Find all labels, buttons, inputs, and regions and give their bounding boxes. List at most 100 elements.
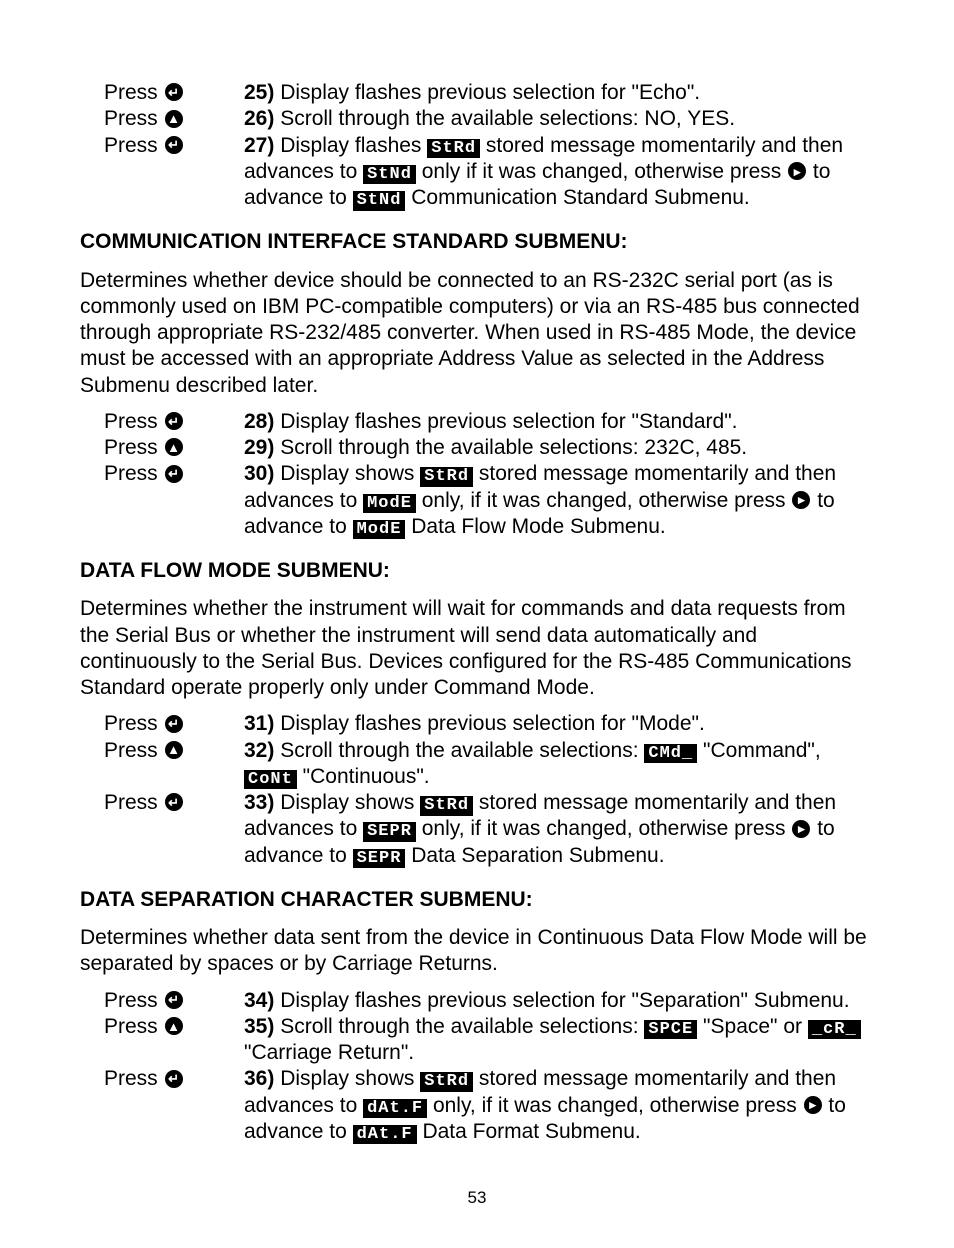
step-number: 31)	[244, 712, 274, 735]
step-text: Communication Standard Submenu.	[405, 186, 749, 209]
press-label: Press	[104, 1015, 158, 1038]
lcd-strd: StRd	[427, 139, 480, 159]
press-label: Press	[104, 436, 158, 459]
content-region: Press ↵ 25) Display flashes previous sel…	[80, 80, 874, 1145]
lcd-datf: dAt.F	[353, 1125, 417, 1145]
step-text: "Continuous".	[297, 765, 430, 788]
press-label: Press	[104, 1067, 158, 1090]
up-icon: ▲	[165, 110, 183, 128]
enter-icon: ↵	[165, 793, 183, 811]
lcd-sepr: SEPR	[353, 849, 406, 869]
press-label: Press	[104, 134, 158, 157]
right-icon: ▸	[792, 820, 810, 838]
enter-icon: ↵	[165, 991, 183, 1009]
step-text: only, if it was changed, otherwise press	[416, 817, 791, 840]
paragraph-comm: Determines whether device should be conn…	[80, 268, 874, 399]
step-number: 33)	[244, 791, 274, 814]
step-28: Press ↵ 28) Display flashes previous sel…	[104, 409, 874, 435]
step-29: Press ▲ 29) Scroll through the available…	[104, 435, 874, 461]
step-text: Scroll through the available selections:…	[274, 436, 747, 459]
enter-icon: ↵	[165, 412, 183, 430]
press-label: Press	[104, 712, 158, 735]
up-icon: ▲	[165, 1017, 183, 1035]
step-number: 28)	[244, 410, 274, 433]
step-text: Display flashes previous selection for "…	[274, 81, 700, 104]
step-number: 36)	[244, 1067, 274, 1090]
step-text: Display flashes previous selection for "…	[274, 410, 737, 433]
heading-sep: DATA SEPARATION CHARACTER SUBMENU:	[80, 887, 874, 913]
lcd-mode: ModE	[363, 494, 416, 514]
lcd-strd: StRd	[420, 467, 473, 487]
step-text: Scroll through the available selections:	[274, 739, 644, 762]
enter-icon: ↵	[165, 136, 183, 154]
step-text: Scroll through the available selections:	[274, 1015, 644, 1038]
step-number: 27)	[244, 134, 274, 157]
lcd-stnd: StNd	[353, 191, 406, 211]
press-label: Press	[104, 989, 158, 1012]
steps-block-2: Press ↵ 28) Display flashes previous sel…	[104, 409, 874, 540]
step-number: 32)	[244, 739, 274, 762]
press-label: Press	[104, 739, 158, 762]
step-34: Press ↵ 34) Display flashes previous sel…	[104, 988, 874, 1014]
heading-comm: COMMUNICATION INTERFACE STANDARD SUBMENU…	[80, 229, 874, 255]
step-36: Press ↵ 36) Display shows StRd stored me…	[104, 1066, 874, 1145]
lcd-strd: StRd	[420, 796, 473, 816]
step-33: Press ↵ 33) Display shows StRd stored me…	[104, 790, 874, 869]
enter-icon: ↵	[165, 465, 183, 483]
page-number: 53	[0, 1188, 954, 1208]
lcd-mode: ModE	[353, 520, 406, 540]
lcd-stnd: StNd	[363, 165, 416, 185]
lcd-datf: dAt.F	[363, 1099, 427, 1119]
step-32: Press ▲ 32) Scroll through the available…	[104, 738, 874, 791]
up-icon: ▲	[165, 741, 183, 759]
step-text: Data Flow Mode Submenu.	[405, 515, 665, 538]
right-icon: ▸	[788, 162, 806, 180]
step-text: Display shows	[274, 791, 420, 814]
step-number: 30)	[244, 462, 274, 485]
lcd-cont: CoNt	[244, 770, 297, 790]
steps-block-4: Press ↵ 34) Display flashes previous sel…	[104, 988, 874, 1146]
paragraph-flow: Determines whether the instrument will w…	[80, 596, 874, 701]
enter-icon: ↵	[165, 1070, 183, 1088]
press-label: Press	[104, 791, 158, 814]
heading-flow: DATA FLOW MODE SUBMENU:	[80, 558, 874, 584]
step-text: "Space" or	[697, 1015, 808, 1038]
press-label: Press	[104, 462, 158, 485]
step-number: 25)	[244, 81, 274, 104]
enter-icon: ↵	[165, 83, 183, 101]
step-text: "Carriage Return".	[244, 1041, 414, 1064]
step-text: "Command",	[697, 739, 820, 762]
step-text: Display flashes	[274, 134, 427, 157]
step-number: 34)	[244, 989, 274, 1012]
step-text: Display flashes previous selection for "…	[274, 712, 704, 735]
step-30: Press ↵ 30) Display shows StRd stored me…	[104, 461, 874, 540]
press-label: Press	[104, 81, 158, 104]
step-number: 26)	[244, 107, 274, 130]
step-31: Press ↵ 31) Display flashes previous sel…	[104, 711, 874, 737]
step-35: Press ▲ 35) Scroll through the available…	[104, 1014, 874, 1067]
lcd-cmd: CMd_	[644, 744, 697, 764]
press-label: Press	[104, 107, 158, 130]
right-icon: ▸	[792, 491, 810, 509]
step-text: Data Separation Submenu.	[405, 844, 664, 867]
step-text: Display shows	[274, 1067, 420, 1090]
step-27: Press ↵ 27) Display flashes StRd stored …	[104, 133, 874, 212]
step-text: only if it was changed, otherwise press	[416, 160, 787, 183]
step-text: only, if it was changed, otherwise press	[427, 1094, 802, 1117]
up-icon: ▲	[165, 438, 183, 456]
step-26: Press ▲ 26) Scroll through the available…	[104, 106, 874, 132]
document-page: Press ↵ 25) Display flashes previous sel…	[0, 0, 954, 1248]
step-number: 35)	[244, 1015, 274, 1038]
step-text: only, if it was changed, otherwise press	[416, 489, 791, 512]
step-text: Scroll through the available selections:…	[274, 107, 735, 130]
lcd-spce: SPCE	[644, 1020, 697, 1040]
press-label: Press	[104, 410, 158, 433]
steps-block-3: Press ↵ 31) Display flashes previous sel…	[104, 711, 874, 869]
right-icon: ▸	[804, 1096, 822, 1114]
step-25: Press ↵ 25) Display flashes previous sel…	[104, 80, 874, 106]
paragraph-sep: Determines whether data sent from the de…	[80, 925, 874, 978]
steps-block-1: Press ↵ 25) Display flashes previous sel…	[104, 80, 874, 211]
step-text: Display flashes previous selection for "…	[274, 989, 849, 1012]
lcd-strd: StRd	[420, 1072, 473, 1092]
step-text: Display shows	[274, 462, 420, 485]
